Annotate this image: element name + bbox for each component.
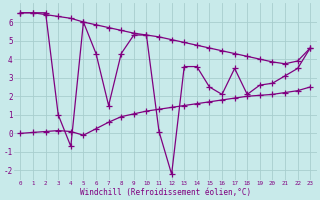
X-axis label: Windchill (Refroidissement éolien,°C): Windchill (Refroidissement éolien,°C): [80, 188, 251, 197]
